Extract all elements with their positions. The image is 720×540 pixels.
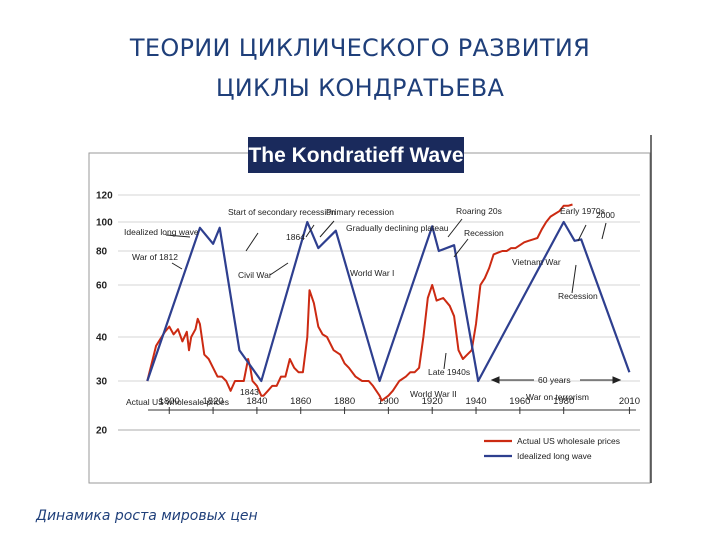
annotation-civil-war: Civil War xyxy=(238,270,272,280)
annotation-recession-1: Recession xyxy=(464,228,504,238)
series-line-idealized-wave xyxy=(146,220,631,383)
x-tick-label-1920: 1920 xyxy=(422,396,443,407)
y-tick-label-120: 120 xyxy=(96,191,113,202)
tick-layer: 20 30 40 60 80 100 120 1800 1820 1840 1860 1880 1900… xyxy=(96,191,640,437)
x-tick-label-1860: 1860 xyxy=(290,396,311,407)
annotation-idealized-long-wave: Idealized long wave xyxy=(124,227,199,237)
annotation-world-war-1: World War I xyxy=(350,268,394,278)
x-tick-label-1980: 1980 xyxy=(553,396,574,407)
annotation-recession-2: Recession xyxy=(558,291,598,301)
pointer-arrows xyxy=(165,218,607,370)
annotation-actual-prices: Actual US wholesale prices xyxy=(126,397,229,407)
y-tick-label-80: 80 xyxy=(96,247,108,258)
y-tick-label-20: 20 xyxy=(96,426,108,437)
legend-label-idealized: Idealized long wave xyxy=(517,451,592,461)
annotation-late-1940s: Late 1940s xyxy=(428,367,470,377)
y-tick-label-30: 30 xyxy=(96,377,108,388)
annotation-start-secondary-recession: Start of secondary recession xyxy=(228,207,336,217)
chart-svg: The Kondratieff Wave 20 30 40 60 80 100 120 180… xyxy=(88,135,652,484)
annotation-vietnam-war: Vietnam War xyxy=(512,257,561,267)
x-tick-label-1900: 1900 xyxy=(378,396,399,407)
kondratieff-chart: The Kondratieff Wave 20 30 40 60 80 100 120 180… xyxy=(88,125,653,490)
x-tick-label-1820: 1820 xyxy=(203,396,224,407)
annotation-war-of-1812: War of 1812 xyxy=(132,252,178,262)
x-tick-label-1940: 1940 xyxy=(465,396,486,407)
x-tick-label-1960: 1960 xyxy=(509,396,530,407)
annotation-60-years: 60 years xyxy=(538,375,571,385)
y-tick-label-100: 100 xyxy=(96,218,113,229)
annotation-early-1970s: Early 1970s xyxy=(560,206,605,216)
sixty-year-span-arrow xyxy=(490,376,622,384)
annotation-roaring-20s: Roaring 20s xyxy=(456,206,502,216)
annotation-1843: 1843 xyxy=(240,387,259,397)
chart-title-background xyxy=(248,137,464,173)
x-tick-label-2010: 2010 xyxy=(619,396,640,407)
legend: Actual US wholesale prices Idealized lon… xyxy=(484,436,620,461)
y-tick-label-40: 40 xyxy=(96,333,108,344)
annotations: Idealized long wave War of 1812 Start of… xyxy=(124,206,615,407)
legend-label-actual: Actual US wholesale prices xyxy=(517,436,620,446)
annotation-1864: 1864 xyxy=(286,232,305,242)
slide-caption: Динамика роста мировых цен xyxy=(36,508,258,524)
slide-title-line-1: ТЕОРИИ ЦИКЛИЧЕСКОГО РАЗВИТИЯ xyxy=(129,34,591,62)
annotation-world-war-2: World War II xyxy=(410,389,457,399)
x-tick-label-1840: 1840 xyxy=(246,396,267,407)
chart-frame xyxy=(88,152,651,484)
chart-title: The Kondratieff Wave xyxy=(248,144,463,167)
annotation-primary-recession: Primary recession xyxy=(326,207,394,217)
x-tick-label-1800: 1800 xyxy=(159,396,180,407)
y-tick-label-60: 60 xyxy=(96,281,108,292)
annotation-declining-plateau: Gradually declining plateau xyxy=(346,223,449,233)
x-tick-label-1880: 1880 xyxy=(334,396,355,407)
series-layer xyxy=(146,203,631,402)
annotation-2000: 2000 xyxy=(596,210,615,220)
slide-title-line-2: ЦИКЛЫ КОНДРАТЬЕВА xyxy=(215,74,505,102)
annotation-war-on-terrorism: War on terrorism xyxy=(526,392,589,402)
series-line-actual-prices xyxy=(146,203,573,402)
